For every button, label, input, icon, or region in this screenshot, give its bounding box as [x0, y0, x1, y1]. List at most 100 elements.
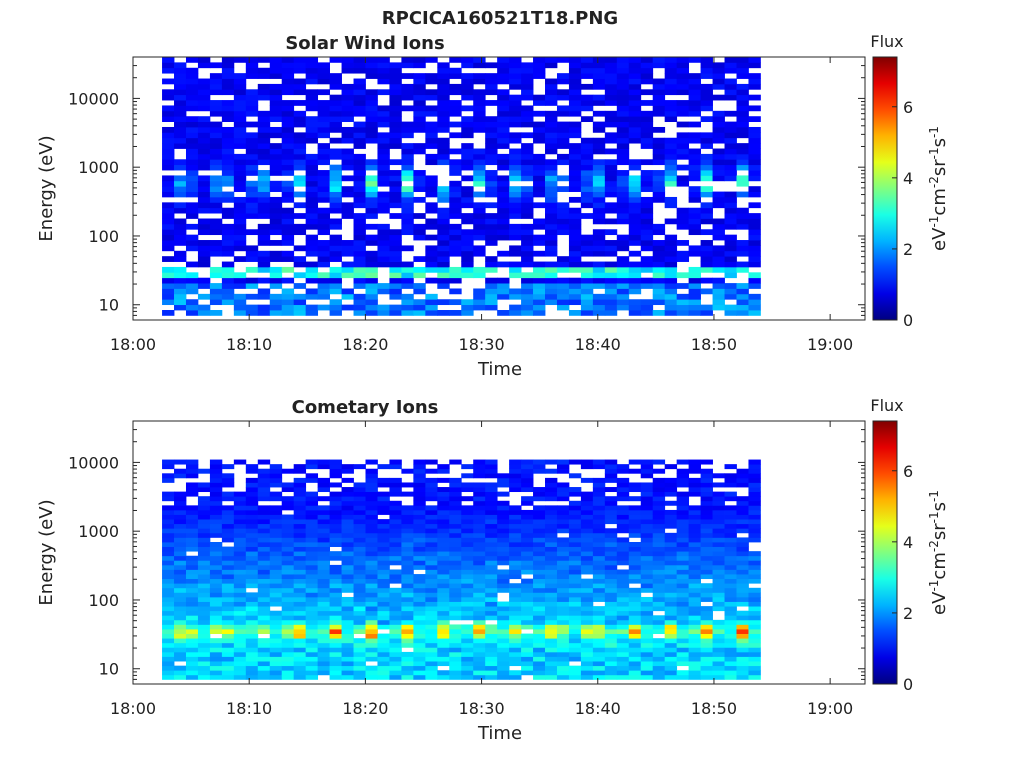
heatmap-cell — [437, 509, 450, 515]
heatmap-cell — [485, 656, 498, 662]
heatmap-cell — [329, 94, 342, 101]
heatmap-cell — [485, 234, 498, 241]
heatmap-cell — [365, 207, 378, 214]
heatmap-cell — [281, 196, 295, 203]
heatmap-cell — [449, 191, 462, 198]
heatmap-cell — [245, 487, 259, 493]
heatmap-cell — [592, 592, 606, 598]
heatmap-cell — [676, 624, 690, 630]
heatmap-cell — [269, 482, 283, 488]
heatmap-cell — [245, 528, 259, 534]
heatmap-cell — [221, 596, 235, 602]
heatmap-cell — [616, 57, 630, 63]
heatmap-cell — [233, 523, 247, 529]
heatmap-cell — [473, 509, 486, 515]
heatmap-cell — [353, 137, 366, 144]
heatmap-cell — [185, 569, 199, 575]
heatmap-cell — [533, 175, 546, 182]
heatmap-cell — [401, 132, 414, 139]
heatmap-cell — [640, 560, 654, 566]
heatmap-cell — [616, 624, 630, 630]
heatmap-cell — [365, 633, 378, 639]
heatmap-cell — [305, 647, 319, 653]
heatmap-cell — [592, 624, 606, 630]
heatmap-cell — [748, 175, 761, 182]
heatmap-cell — [688, 596, 701, 602]
heatmap-cell — [197, 310, 211, 316]
heatmap-cell — [305, 78, 319, 85]
heatmap-cell — [341, 578, 354, 584]
heatmap-cell — [281, 159, 295, 166]
heatmap-cell — [640, 574, 654, 580]
heatmap-cell — [437, 587, 450, 593]
heatmap-cell — [401, 546, 414, 552]
heatmap-cell — [353, 674, 366, 680]
heatmap-cell — [628, 592, 642, 598]
heatmap-cell — [174, 509, 187, 515]
heatmap-cell — [616, 482, 630, 488]
heatmap-cell — [700, 468, 713, 474]
heatmap-cell — [556, 73, 570, 79]
heatmap-cell — [437, 656, 450, 662]
heatmap-cell — [329, 57, 342, 63]
heatmap-cell — [449, 596, 462, 602]
heatmap-cell — [616, 519, 630, 525]
heatmap-cell — [556, 78, 570, 85]
heatmap-cell — [269, 592, 283, 598]
heatmap-cell — [604, 542, 618, 547]
heatmap-cell — [652, 299, 666, 306]
heatmap-cell — [209, 592, 223, 598]
heatmap-cell — [712, 256, 725, 262]
heatmap-cell — [425, 642, 438, 648]
heatmap-cell — [269, 310, 283, 316]
heatmap-cell — [365, 601, 378, 607]
heatmap-cell — [640, 633, 654, 639]
heatmap-cell — [736, 505, 749, 511]
heatmap-cell — [413, 619, 426, 625]
heatmap-cell — [497, 116, 510, 122]
y-tick-label: 100 — [88, 227, 119, 246]
heatmap-cell — [545, 546, 558, 552]
heatmap-cell — [353, 505, 366, 511]
heatmap-cell — [664, 148, 678, 155]
heatmap-cell — [556, 514, 570, 520]
heatmap-cell — [341, 624, 354, 630]
heatmap-cell — [281, 143, 295, 149]
heatmap-cell — [509, 487, 522, 493]
heatmap-cell — [616, 523, 630, 529]
heatmap-cell — [521, 624, 534, 630]
heatmap-cell — [413, 592, 426, 598]
heatmap-cell — [556, 619, 570, 625]
heatmap-cell — [556, 229, 570, 236]
heatmap-cell — [257, 610, 271, 616]
x-tick-label: 19:00 — [807, 335, 853, 354]
heatmap-cell — [724, 647, 737, 653]
heatmap-cell — [365, 272, 378, 279]
heatmap-cell — [533, 491, 546, 497]
heatmap-cell — [162, 277, 175, 284]
heatmap-cell — [628, 229, 642, 236]
heatmap-cell — [604, 186, 618, 192]
heatmap-cell — [556, 223, 570, 230]
heatmap-cell — [568, 505, 582, 511]
heatmap-cell — [185, 592, 199, 598]
heatmap-cell — [748, 656, 761, 662]
heatmap-cell — [437, 491, 450, 497]
heatmap-cell — [700, 587, 713, 593]
heatmap-cell — [628, 105, 642, 112]
heatmap-cell — [197, 202, 211, 209]
heatmap-cell — [533, 615, 546, 621]
heatmap-cell — [533, 180, 546, 187]
heatmap-cell — [269, 555, 283, 561]
heatmap-cell — [748, 473, 761, 479]
heatmap-cell — [305, 132, 319, 139]
heatmap-cell — [533, 665, 546, 671]
heatmap-cell — [568, 310, 582, 316]
heatmap-cell — [497, 196, 510, 203]
heatmap-cell — [640, 196, 654, 203]
heatmap-cell — [197, 229, 211, 236]
heatmap-cell — [568, 143, 582, 149]
heatmap-cell — [509, 514, 522, 520]
heatmap-cell — [748, 218, 761, 225]
heatmap-cell — [533, 519, 546, 525]
